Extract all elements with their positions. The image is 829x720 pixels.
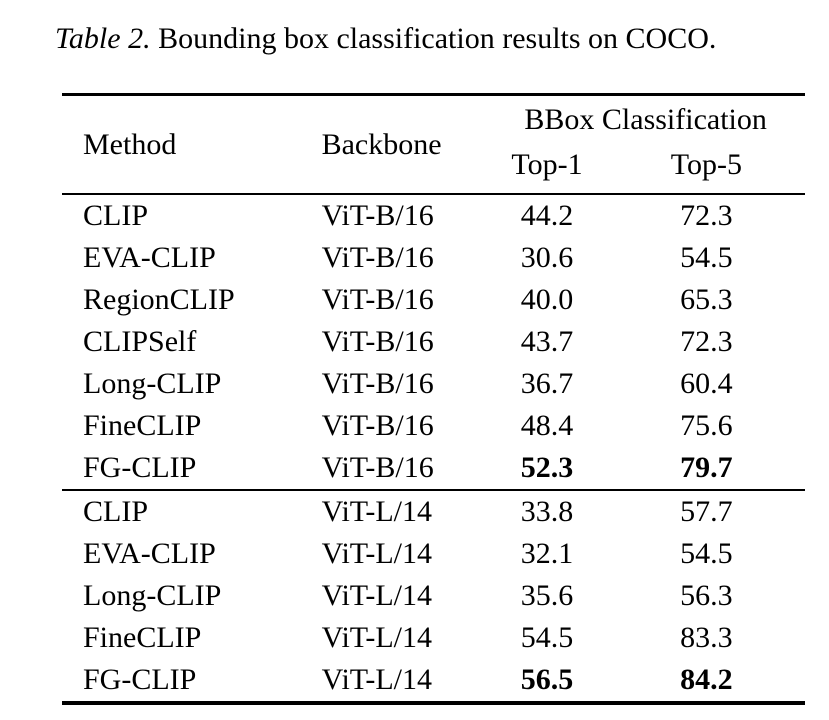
method-cell: EVA-CLIP: [83, 241, 216, 274]
top1-cell: 33.8: [520, 495, 574, 528]
top5-cell: 54.5: [680, 241, 733, 274]
table-group-vit-b16: CLIP ViT-B/16 44.2 72.3 EVA-CLIP ViT-B/1…: [62, 194, 805, 490]
top5-cell: 54.5: [680, 537, 733, 570]
table-row: FineCLIP ViT-L/14 54.5 83.3: [62, 617, 805, 659]
method-cell: FG-CLIP: [83, 451, 197, 484]
backbone-cell: ViT-B/16: [321, 451, 434, 484]
table-row: Long-CLIP ViT-L/14 35.6 56.3: [62, 575, 805, 617]
column-group-header-bbox-classification: BBox Classification: [524, 103, 767, 136]
header-row-top: Method Backbone BBox Classification: [62, 95, 805, 161]
method-cell: CLIPSelf: [83, 325, 197, 358]
table-row: FineCLIP ViT-B/16 48.4 75.6: [62, 405, 805, 447]
top5-cell: 75.6: [680, 409, 733, 442]
backbone-cell: ViT-B/16: [321, 283, 434, 316]
top5-cell: 79.7: [680, 451, 733, 484]
top1-cell: 44.2: [520, 199, 574, 232]
method-cell: FG-CLIP: [83, 663, 197, 696]
backbone-cell: ViT-L/14: [321, 495, 433, 528]
top1-cell: 40.0: [520, 283, 574, 316]
table-row: EVA-CLIP ViT-L/14 32.1 54.5: [62, 533, 805, 575]
top1-cell: 32.1: [520, 537, 574, 570]
method-cell: EVA-CLIP: [83, 537, 216, 570]
top5-cell: 72.3: [680, 325, 733, 358]
backbone-cell: ViT-B/16: [321, 409, 434, 442]
top1-cell: 52.3: [520, 451, 574, 484]
table-group-vit-l14: CLIP ViT-L/14 33.8 57.7 EVA-CLIP ViT-L/1…: [62, 490, 805, 703]
table-row: CLIP ViT-B/16 44.2 72.3: [62, 194, 805, 237]
method-cell: Long-CLIP: [83, 367, 222, 400]
method-cell: FineCLIP: [83, 621, 202, 654]
top5-cell: 57.7: [680, 495, 733, 528]
top5-cell: 84.2: [680, 663, 733, 696]
table-row-best-b16: FG-CLIP ViT-B/16 52.3 79.7: [62, 447, 805, 490]
table-row: Long-CLIP ViT-B/16 36.7 60.4: [62, 363, 805, 405]
top1-cell: 30.6: [520, 241, 574, 274]
method-cell: CLIP: [83, 495, 149, 528]
method-cell: RegionCLIP: [83, 283, 235, 316]
top1-cell: 35.6: [520, 579, 574, 612]
method-cell: FineCLIP: [83, 409, 202, 442]
top5-cell: 72.3: [680, 199, 733, 232]
column-header-top5: Top-5: [670, 148, 742, 181]
top5-cell: 83.3: [680, 621, 733, 654]
top5-cell: 60.4: [680, 367, 733, 400]
top5-cell: 65.3: [680, 283, 733, 316]
table-header: Method Backbone BBox Classification Top-…: [62, 95, 805, 194]
header-row-sub: Top-1 Top-5: [62, 143, 805, 194]
backbone-cell: ViT-L/14: [321, 621, 433, 654]
column-header-top1: Top-1: [511, 148, 583, 181]
table-row-best-l14: FG-CLIP ViT-L/14 56.5 84.2: [62, 659, 805, 703]
table-row: CLIPSelf ViT-B/16 43.7 72.3: [62, 321, 805, 363]
table-caption-label: Table 2.: [55, 22, 151, 55]
method-cell: CLIP: [83, 199, 149, 232]
method-cell: Long-CLIP: [83, 579, 222, 612]
backbone-cell: ViT-B/16: [321, 367, 434, 400]
top1-cell: 36.7: [520, 367, 574, 400]
top1-cell: 56.5: [520, 663, 574, 696]
backbone-cell: ViT-B/16: [321, 325, 434, 358]
table-row: EVA-CLIP ViT-B/16 30.6 54.5: [62, 237, 805, 279]
table-row: CLIP ViT-L/14 33.8 57.7: [62, 490, 805, 533]
top1-cell: 48.4: [520, 409, 574, 442]
table-caption: Table 2. Bounding box classification res…: [55, 21, 815, 57]
top1-cell: 43.7: [520, 325, 574, 358]
column-header-backbone: Backbone: [321, 127, 442, 161]
backbone-cell: ViT-L/14: [321, 537, 433, 570]
column-header-method: Method: [83, 127, 177, 161]
backbone-cell: ViT-L/14: [321, 579, 433, 612]
backbone-cell: ViT-B/16: [321, 241, 434, 274]
top1-cell: 54.5: [520, 621, 574, 654]
backbone-cell: ViT-L/14: [321, 663, 433, 696]
table-caption-text: Bounding box classification results on C…: [158, 22, 717, 55]
results-table: Method Backbone BBox Classification Top-…: [62, 93, 805, 705]
table-row: RegionCLIP ViT-B/16 40.0 65.3: [62, 279, 805, 321]
backbone-cell: ViT-B/16: [321, 199, 434, 232]
top5-cell: 56.3: [680, 579, 733, 612]
